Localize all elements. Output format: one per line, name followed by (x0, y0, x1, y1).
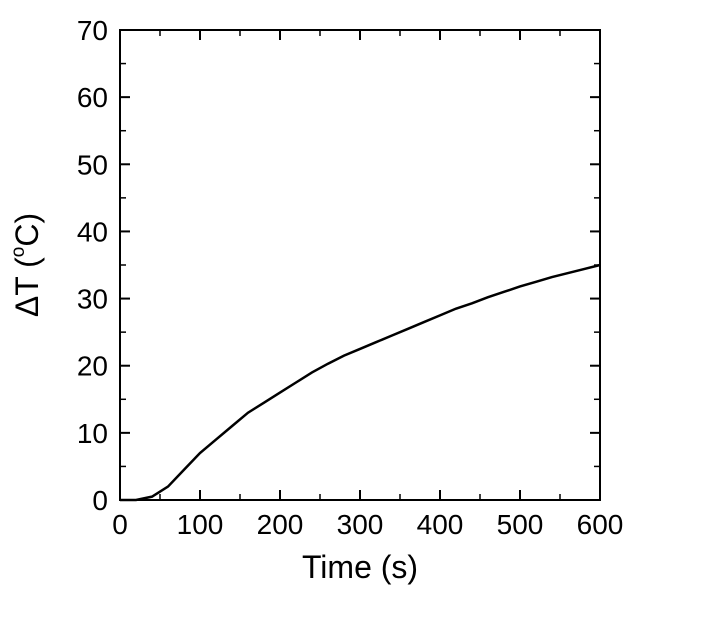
svg-text:200: 200 (257, 509, 304, 540)
svg-text:30: 30 (77, 284, 108, 315)
y-axis-tick-labels: 0 10 20 30 40 50 60 70 (77, 15, 108, 516)
svg-text:600: 600 (577, 509, 624, 540)
svg-text:10: 10 (77, 418, 108, 449)
x-axis-ticks-top (120, 30, 600, 40)
x-axis-tick-labels: 0 100 200 300 400 500 600 (112, 509, 623, 540)
chart-container: 0 100 200 300 400 500 600 0 10 20 30 40 50 60 70 Time… (0, 0, 725, 631)
svg-text:40: 40 (77, 216, 108, 247)
svg-text:50: 50 (77, 149, 108, 180)
svg-text:70: 70 (77, 15, 108, 46)
x-axis-label: Time (s) (302, 549, 418, 585)
svg-text:0: 0 (92, 485, 108, 516)
svg-text:400: 400 (417, 509, 464, 540)
svg-text:60: 60 (77, 82, 108, 113)
x-axis-ticks (120, 490, 600, 500)
svg-text:300: 300 (337, 509, 384, 540)
svg-text:100: 100 (177, 509, 224, 540)
data-line (120, 265, 600, 500)
svg-text:20: 20 (77, 351, 108, 382)
svg-text:500: 500 (497, 509, 544, 540)
plot-box (120, 30, 600, 500)
y-axis-label: ΔT (oC) (8, 213, 45, 317)
chart-svg: 0 100 200 300 400 500 600 0 10 20 30 40 50 60 70 Time… (0, 0, 725, 631)
svg-text:0: 0 (112, 509, 128, 540)
